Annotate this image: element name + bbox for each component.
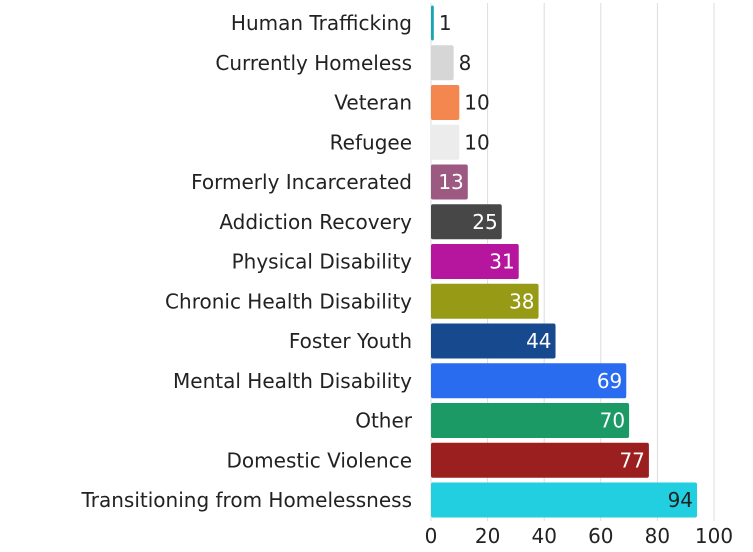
bar <box>431 204 502 240</box>
category-labels: Human Trafficking Currently Homeless Veter… <box>81 11 413 512</box>
data-label: 10 <box>464 130 489 154</box>
data-label: 70 <box>600 409 625 433</box>
category-label: Refugee <box>330 130 412 154</box>
x-tick-label: 40 <box>531 524 556 548</box>
data-label: 13 <box>438 170 463 194</box>
bar <box>431 124 460 160</box>
data-label: 8 <box>459 51 472 75</box>
category-label: Formerly Incarcerated <box>191 170 412 194</box>
category-label: Human Trafficking <box>231 11 412 35</box>
x-tick-label: 0 <box>425 524 438 548</box>
x-tick-label: 80 <box>645 524 670 548</box>
x-axis-ticks: 0 20 40 60 80 100 <box>425 524 733 548</box>
category-label: Chronic Health Disability <box>165 289 412 313</box>
x-tick-label: 20 <box>475 524 500 548</box>
x-tick-label: 60 <box>588 524 613 548</box>
category-label: Other <box>355 409 413 433</box>
data-label: 1 <box>439 11 452 35</box>
category-label: Physical Disability <box>232 250 413 274</box>
category-label: Mental Health Disability <box>173 369 412 393</box>
data-label: 25 <box>472 210 497 234</box>
category-label: Veteran <box>334 91 412 115</box>
data-label: 10 <box>464 91 489 115</box>
data-label: 38 <box>509 289 534 313</box>
category-label: Domestic Violence <box>227 448 412 472</box>
bar <box>431 403 630 438</box>
bar <box>431 323 556 359</box>
bar <box>431 85 460 120</box>
data-label: 31 <box>489 250 514 274</box>
category-label: Transitioning from Homelessness <box>81 488 413 512</box>
bar <box>431 5 434 41</box>
bar <box>431 442 649 478</box>
bar <box>431 482 698 518</box>
bar <box>431 244 519 279</box>
bar <box>431 45 454 81</box>
bar <box>431 164 468 200</box>
category-label: Addiction Recovery <box>219 210 412 234</box>
category-label: Currently Homeless <box>215 51 412 75</box>
category-label: Foster Youth <box>289 329 412 353</box>
data-label: 44 <box>526 329 551 353</box>
x-tick-label: 100 <box>695 524 733 548</box>
bars <box>431 5 698 518</box>
data-label: 77 <box>619 448 644 472</box>
bar <box>431 363 627 399</box>
bar <box>431 283 539 319</box>
data-label: 69 <box>597 369 622 393</box>
data-label: 94 <box>668 488 693 512</box>
